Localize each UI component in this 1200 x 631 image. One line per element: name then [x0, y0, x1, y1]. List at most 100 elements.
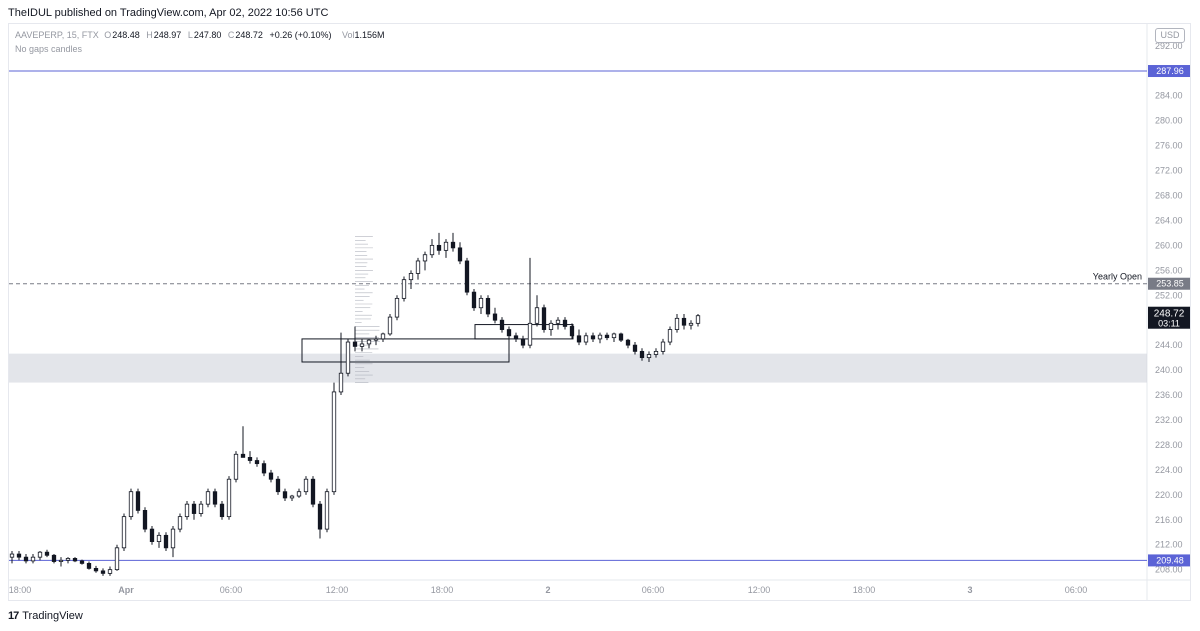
candle-up: [170, 528, 176, 549]
level-price-tag: [1148, 277, 1190, 290]
bar-countdown-label: 03:11: [1158, 319, 1180, 329]
candle-down: [513, 335, 519, 340]
candle-down: [240, 453, 246, 458]
candle-up: [58, 559, 64, 562]
y-tick-label: 240.00: [1155, 365, 1183, 375]
candle-down: [79, 560, 85, 564]
candle-up: [611, 333, 617, 339]
candle-down: [149, 528, 155, 542]
candle-up: [324, 491, 330, 530]
candle-down: [464, 260, 470, 293]
candle-up: [583, 335, 589, 343]
candle-down: [457, 247, 463, 262]
x-tick-label: 06:00: [642, 585, 665, 595]
high-label: H: [146, 30, 153, 40]
candle-up: [345, 341, 351, 374]
candle-up: [429, 244, 435, 256]
candle-up: [667, 329, 673, 343]
level-price-tag: [1148, 65, 1190, 78]
candle-down: [520, 338, 526, 346]
candle-down: [191, 503, 197, 514]
candle-up: [408, 273, 414, 281]
low-value: 247.80: [193, 30, 222, 40]
candle-down: [632, 344, 638, 352]
candle-down: [562, 319, 568, 327]
candle-up: [30, 556, 36, 562]
x-tick-label: 06:00: [220, 585, 243, 595]
currency-badge[interactable]: USD: [1155, 28, 1185, 43]
candle-up: [338, 372, 344, 393]
candle-up: [107, 569, 113, 574]
level-price-label: 287.96: [1156, 66, 1184, 76]
candle-up: [359, 343, 365, 347]
candle-down: [681, 317, 687, 326]
candle-up: [37, 551, 43, 558]
candle-up: [527, 322, 533, 346]
x-tick-label: 12:00: [748, 585, 771, 595]
candle-up: [184, 503, 190, 518]
candle-up: [9, 553, 15, 558]
candle-down: [506, 329, 512, 337]
x-tick-label: 06:00: [1065, 585, 1088, 595]
low-label: L: [187, 30, 193, 40]
open-label: O: [104, 30, 112, 40]
y-tick-label: 216.00: [1155, 515, 1183, 525]
publish-header: TheIDUL published on TradingView.com, Ap…: [8, 7, 329, 19]
candle-up: [205, 491, 211, 505]
candle-up: [387, 316, 393, 335]
x-tick-label: Apr: [118, 585, 134, 595]
y-tick-label: 232.00: [1155, 415, 1183, 425]
y-tick-label: 272.00: [1155, 166, 1183, 176]
y-tick-label: 264.00: [1155, 215, 1183, 225]
candle-up: [380, 333, 386, 340]
candle-up: [121, 516, 127, 549]
volume-value: 1.156M: [354, 30, 385, 40]
candle-down: [23, 556, 29, 562]
candle-up: [401, 279, 407, 299]
candle-down: [93, 567, 99, 572]
candle-down: [485, 297, 491, 315]
candle-down: [317, 503, 323, 530]
candle-down: [604, 334, 610, 339]
candle-down: [72, 558, 78, 562]
candle-up: [548, 322, 554, 330]
candle-up: [695, 315, 701, 324]
y-tick-label: 212.00: [1155, 540, 1183, 550]
candle-down: [352, 341, 358, 347]
candle-up: [198, 503, 204, 514]
candle-up: [366, 339, 372, 345]
y-tick-label: 284.00: [1155, 91, 1183, 101]
symbol-label[interactable]: AAVEPERP, 15, FTX: [15, 30, 99, 40]
y-tick-label: 268.00: [1155, 190, 1183, 200]
last-price-tag: [1148, 306, 1190, 329]
candle-down: [163, 534, 169, 549]
candle-up: [331, 391, 337, 493]
candle-down: [639, 350, 645, 359]
candle-up: [660, 341, 666, 352]
y-tick-label: 260.00: [1155, 240, 1183, 250]
support-zone: [9, 353, 1147, 383]
x-tick-label: 3: [967, 585, 972, 595]
level-price-tag: [1148, 554, 1190, 567]
candle-down: [499, 319, 505, 330]
candle-up: [373, 338, 379, 341]
candle-up: [688, 322, 694, 326]
candle-up: [296, 491, 302, 497]
candle-down: [282, 491, 288, 499]
candle-up: [233, 453, 239, 480]
brand-name[interactable]: TradingView: [22, 610, 83, 622]
x-tick-label: 18:00: [431, 585, 454, 595]
y-tick-label: 224.00: [1155, 465, 1183, 475]
close-label: C: [227, 30, 235, 40]
chart-frame[interactable]: [8, 23, 1191, 601]
y-tick-label: 256.00: [1155, 265, 1183, 275]
y-tick-label: 208.00: [1155, 565, 1183, 575]
candle-up: [114, 547, 120, 571]
candle-down: [268, 472, 274, 480]
tradingview-logo-icon[interactable]: 17: [8, 610, 19, 622]
candle-down: [310, 478, 316, 505]
y-tick-label: 228.00: [1155, 440, 1183, 450]
footer: 17 TradingView: [8, 610, 83, 622]
x-tick-label: 12:00: [326, 585, 349, 595]
